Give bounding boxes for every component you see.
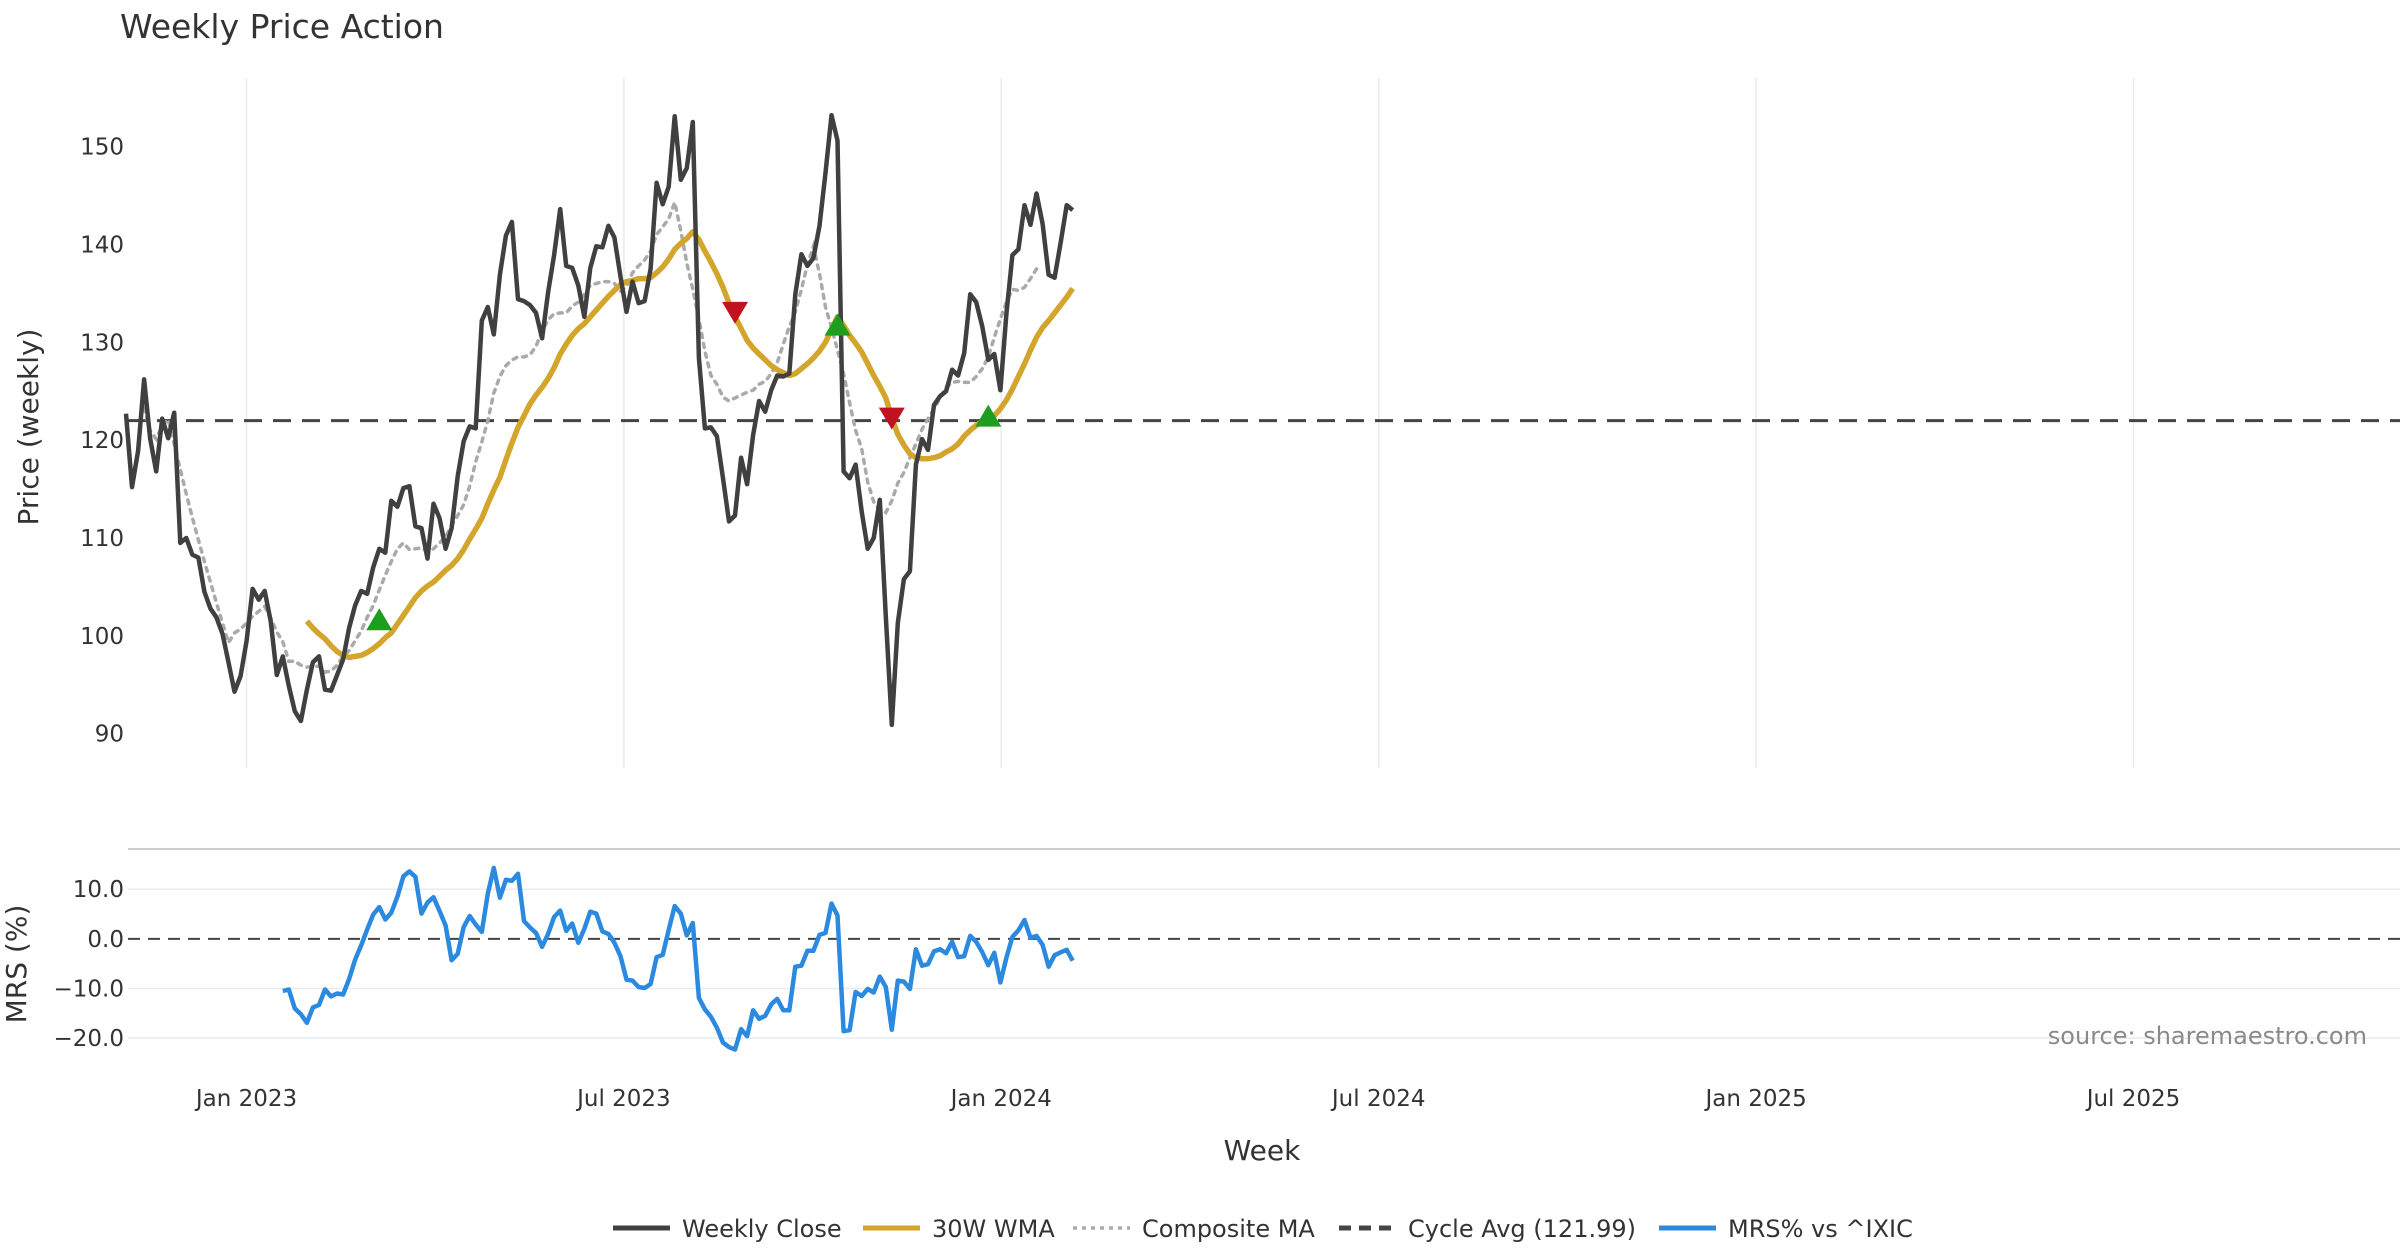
buy-marker-2 xyxy=(975,404,1002,427)
x-tick-2: Jan 2024 xyxy=(949,1086,1052,1112)
price-y-tick-140: 140 xyxy=(80,232,124,258)
legend-label-3: Cycle Avg (121.99) xyxy=(1408,1215,1636,1243)
x-axis: Jan 2023 Jul 2023 Jan 2024 Jul 2024 Jan 2025… xyxy=(194,1086,2180,1112)
mrs-y-tick-1: 0.0 xyxy=(87,927,124,953)
x-tick-0: Jan 2023 xyxy=(194,1086,297,1112)
legend-label-0: Weekly Close xyxy=(682,1215,842,1243)
mrs-y-axis: 10.0 0.0 −10.0 −20.0 xyxy=(54,877,124,1052)
price-y-tick-90: 90 xyxy=(95,722,124,748)
mrs-line xyxy=(282,865,1075,1052)
price-y-tick-100: 100 xyxy=(80,624,124,650)
sell-marker-0 xyxy=(722,301,749,324)
weekly-close-line xyxy=(123,112,1075,728)
buy-marker-1 xyxy=(824,313,851,336)
mrs-y-axis-title: MRS (%) xyxy=(0,905,33,1024)
buy-marker-0 xyxy=(366,608,393,631)
price-y-tick-120: 120 xyxy=(80,428,124,454)
legend-label-2: Composite MA xyxy=(1142,1215,1315,1243)
wma-30-line xyxy=(304,228,1075,661)
x-tick-1: Jul 2023 xyxy=(575,1086,671,1112)
price-y-tick-130: 130 xyxy=(80,330,124,356)
price-y-tick-110: 110 xyxy=(80,526,124,552)
price-y-tick-150: 150 xyxy=(80,135,124,161)
mrs-y-tick-0: 10.0 xyxy=(73,877,124,903)
mrs-y-tick-3: −20.0 xyxy=(54,1026,124,1052)
legend-label-4: MRS% vs ^IXIC xyxy=(1728,1215,1913,1243)
x-axis-title: Week xyxy=(1224,1134,1301,1167)
mrs-grid xyxy=(128,888,2400,1039)
x-tick-3: Jul 2024 xyxy=(1330,1086,1426,1112)
mrs-y-tick-2: −10.0 xyxy=(54,977,124,1003)
signal-markers xyxy=(366,301,1002,631)
price-y-axis: 90 100 110 120 130 140 150 xyxy=(80,135,124,748)
price-y-axis-title: Price (weekly) xyxy=(12,329,45,526)
source-label: source: sharemaestro.com xyxy=(2048,1022,2367,1050)
chart-title: Weekly Price Action xyxy=(120,7,444,46)
legend-label-1: 30W WMA xyxy=(932,1215,1055,1243)
x-tick-4: Jan 2025 xyxy=(1703,1086,1806,1112)
price-panel: 90 100 110 120 130 140 150 Price (weekly) xyxy=(12,78,2400,768)
legend: Weekly Close 30W WMA Composite MA Cycle Avg… xyxy=(613,1215,1913,1243)
mrs-panel: 10.0 0.0 −10.0 −20.0 MRS (%) source: sharem… xyxy=(0,848,2400,1052)
x-tick-5: Jul 2025 xyxy=(2085,1086,2181,1112)
sell-marker-1 xyxy=(878,407,905,430)
